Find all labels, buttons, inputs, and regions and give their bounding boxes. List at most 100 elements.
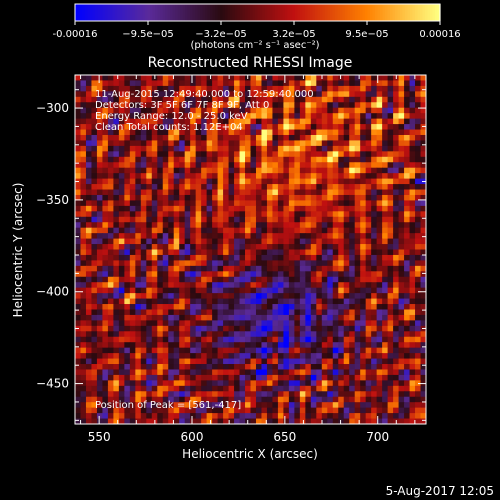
heatmap-cell <box>382 233 389 240</box>
heatmap-cell <box>371 151 378 158</box>
heatmap-cell <box>223 227 230 234</box>
heatmap-cell <box>184 156 191 163</box>
heatmap-cell <box>349 353 356 360</box>
heatmap-cell <box>91 189 98 196</box>
heatmap-cell <box>140 238 147 245</box>
heatmap-cell <box>343 374 350 381</box>
heatmap-cell <box>129 380 136 387</box>
heatmap-cell <box>299 336 306 343</box>
heatmap-cell <box>85 293 92 300</box>
heatmap-cell <box>179 162 186 169</box>
heatmap-cell <box>354 233 361 240</box>
heatmap-cell <box>387 118 394 125</box>
heatmap-cell <box>80 309 87 316</box>
heatmap-cell <box>140 216 147 223</box>
heatmap-cell <box>239 124 246 131</box>
heatmap-cell <box>409 173 416 180</box>
heatmap-cell <box>277 336 284 343</box>
heatmap-cell <box>354 276 361 283</box>
colorbar-cell <box>132 4 136 21</box>
heatmap-cell <box>151 184 158 191</box>
heatmap-cell <box>228 145 235 152</box>
heatmap-cell <box>360 167 367 174</box>
heatmap-cell <box>343 184 350 191</box>
heatmap-cell <box>146 134 153 141</box>
heatmap-cell <box>173 140 180 147</box>
heatmap-cell <box>173 320 180 327</box>
heatmap-cell <box>151 227 158 234</box>
heatmap-cell <box>272 407 279 414</box>
heatmap-cell <box>332 124 339 131</box>
heatmap-cell <box>135 309 142 316</box>
heatmap-cell <box>245 331 251 338</box>
heatmap-cell <box>321 134 328 141</box>
heatmap-cell <box>398 298 405 305</box>
heatmap-cell <box>415 407 422 414</box>
heatmap-cell <box>354 265 361 272</box>
heatmap-cell <box>190 238 197 245</box>
heatmap-cell <box>135 129 142 136</box>
colorbar-cell <box>195 4 199 21</box>
heatmap-cell <box>299 391 306 398</box>
heatmap-cell <box>382 184 389 191</box>
heatmap-cell <box>102 167 109 174</box>
heatmap-cell <box>321 347 328 354</box>
colorbar-cell <box>340 4 344 21</box>
heatmap-cell <box>398 227 405 234</box>
heatmap-cell <box>151 244 158 250</box>
heatmap-cell <box>184 96 191 103</box>
heatmap-cell <box>239 156 246 163</box>
heatmap-cell <box>206 194 213 201</box>
heatmap-cell <box>415 124 422 131</box>
heatmap-cell <box>283 293 290 300</box>
heatmap-cell <box>190 156 197 163</box>
heatmap-cell <box>118 80 125 87</box>
heatmap-cell <box>129 276 136 283</box>
heatmap-cell <box>409 156 416 163</box>
heatmap-cell <box>272 298 279 305</box>
heatmap-cell <box>245 205 251 212</box>
heatmap-cell <box>96 151 103 158</box>
heatmap-cell <box>124 156 131 163</box>
heatmap-cell <box>173 325 180 332</box>
heatmap-cell <box>376 353 383 360</box>
heatmap-cell <box>146 189 153 196</box>
heatmap-cell <box>376 260 383 267</box>
heatmap-cell <box>404 304 411 310</box>
heatmap-cell <box>195 265 202 272</box>
heatmap-cell <box>179 118 186 125</box>
heatmap-cell <box>415 342 422 349</box>
heatmap-cell <box>173 418 180 425</box>
colorbar-cell <box>200 4 204 21</box>
heatmap-cell <box>354 227 361 234</box>
heatmap-cell <box>228 134 235 141</box>
heatmap-cell <box>349 385 356 392</box>
heatmap-cell <box>398 304 405 310</box>
heatmap-cell <box>266 151 273 158</box>
heatmap-cell <box>310 151 317 158</box>
heatmap-cell <box>162 96 169 103</box>
heatmap-cell <box>261 309 268 316</box>
heatmap-cell <box>113 134 120 141</box>
heatmap-cell <box>201 418 208 425</box>
heatmap-cell <box>387 249 394 256</box>
heatmap-cell <box>288 380 295 387</box>
heatmap-cell <box>365 287 372 294</box>
heatmap-cell <box>404 238 411 245</box>
heatmap-cell <box>266 276 273 283</box>
heatmap-cell <box>184 265 191 272</box>
heatmap-cell <box>190 194 197 201</box>
heatmap-cell <box>354 304 361 310</box>
heatmap-cell <box>277 249 284 256</box>
heatmap-cell <box>124 391 131 398</box>
heatmap-cell <box>239 96 246 103</box>
heatmap-cell <box>245 238 251 245</box>
heatmap-cell <box>255 184 262 191</box>
heatmap-cell <box>360 118 367 125</box>
heatmap-cell <box>113 254 120 261</box>
heatmap-cell <box>387 145 394 152</box>
heatmap-cell <box>409 304 416 310</box>
heatmap-cell <box>190 325 197 332</box>
heatmap-cell <box>250 233 257 240</box>
heatmap-cell <box>118 211 125 218</box>
